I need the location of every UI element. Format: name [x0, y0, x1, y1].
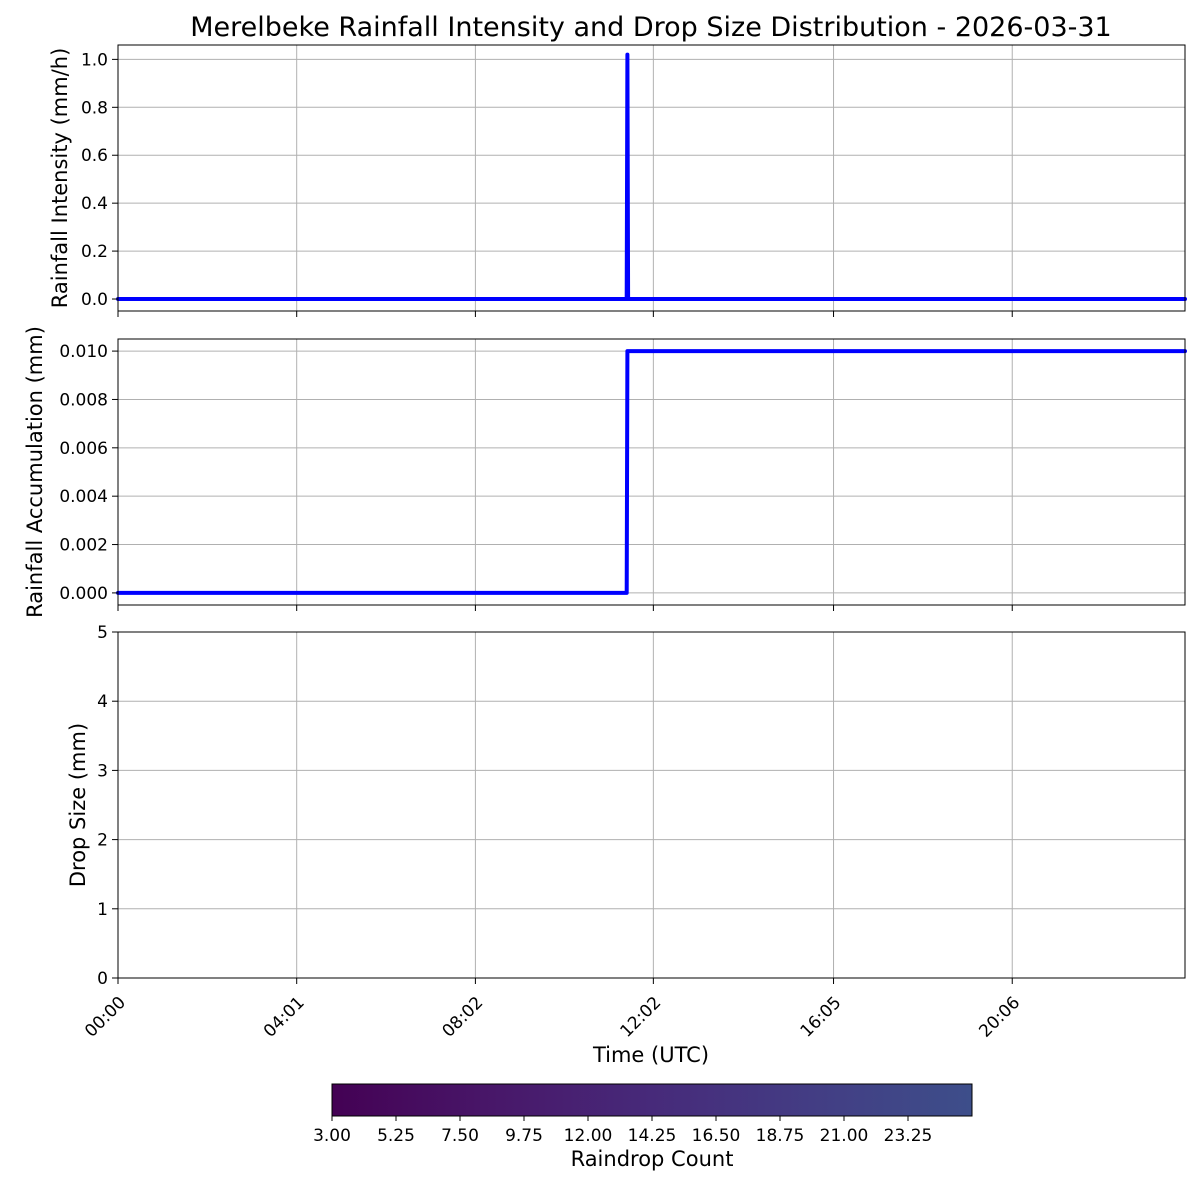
colorbar-tick-label: 16.50: [692, 1126, 741, 1146]
colorbar-tick-label: 5.25: [377, 1126, 415, 1146]
colorbar-tick-label: 21.00: [820, 1126, 869, 1146]
colorbar-ticks: 3.00 5.25 7.50 9.75 12.00 14.25 16.50 18.75 21.0…: [313, 1116, 932, 1146]
y-tick-label: 0.010: [59, 342, 108, 362]
y-tick-label: 0: [97, 969, 108, 989]
series-line-1: [116, 349, 1187, 595]
y-tick-label: 0.002: [59, 536, 108, 556]
y-tick-label: 1.0: [81, 50, 108, 70]
colorbar-tick-label: 9.75: [505, 1126, 543, 1146]
y-tick-label: 4: [97, 692, 108, 712]
y-tick-label: 0.008: [59, 390, 108, 410]
panel-3: 0 1 2 3 4 5 00:00 04:01 08:02 12:02 16:05 20:06 Drop…: [66, 623, 1186, 1042]
colorbar-tick-label: 3.00: [313, 1126, 351, 1146]
y-tick-label: 0.006: [59, 439, 108, 459]
x-axis-label: Time (UTC): [592, 1043, 709, 1067]
y-tick-label: 0.0: [81, 290, 108, 310]
x-tick-label: 16:05: [797, 993, 846, 1042]
y-tick-label: 0.004: [59, 487, 108, 507]
colorbar-tick-label: 7.50: [441, 1126, 479, 1146]
colorbar-tick-label: 14.25: [628, 1126, 677, 1146]
x-tick-label: 00:00: [81, 993, 130, 1042]
y-tick-label: 0.6: [81, 146, 108, 166]
axes-frame: [117, 631, 1186, 979]
colorbar-tick-label: 18.75: [756, 1126, 805, 1146]
charts: 0.0 0.2 0.4 0.6 0.8 1.0 Rainfall Intensity (mm…: [23, 44, 1187, 1042]
panel-1: 0.0 0.2 0.4 0.6 0.8 1.0 Rainfall Intensity (mm…: [48, 44, 1187, 317]
axes-frame: [117, 44, 1186, 312]
y-axis-label: Rainfall Accumulation (mm): [23, 326, 47, 618]
y-tick-label: 5: [97, 623, 108, 643]
y-tick-label: 0.2: [81, 242, 108, 262]
colorbar: 3.00 5.25 7.50 9.75 12.00 14.25 16.50 18.75 21.0…: [313, 1083, 973, 1171]
y-tick-label: 0.000: [59, 584, 108, 604]
axes-frame: [117, 338, 1186, 606]
colorbar-tick-label: 12.00: [564, 1126, 613, 1146]
colorbar-tick-label: 23.25: [884, 1126, 933, 1146]
chart-title: Merelbeke Rainfall Intensity and Drop Si…: [190, 12, 1111, 43]
y-tick-label: 3: [97, 761, 108, 781]
y-tick-label: 0.4: [81, 194, 108, 214]
y-axis-label: Drop Size (mm): [66, 723, 90, 887]
series-line-1: [116, 52, 1187, 301]
y-tick-label: 1: [97, 900, 108, 920]
x-tick-label: 12:02: [617, 993, 666, 1042]
x-tick-label: 20:06: [975, 993, 1024, 1042]
y-axis-label: Rainfall Intensity (mm/h): [48, 48, 72, 309]
y-tick-label: 0.8: [81, 98, 108, 118]
x-tick-label: 08:02: [439, 993, 488, 1042]
x-tick-label: 04:01: [260, 993, 309, 1042]
colorbar-gradient: [331, 1083, 973, 1117]
colorbar-label: Raindrop Count: [571, 1147, 734, 1171]
y-tick-label: 2: [97, 831, 108, 851]
panel-2: 0.000 0.002 0.004 0.006 0.008 0.010 Rainfall A…: [23, 326, 1187, 618]
